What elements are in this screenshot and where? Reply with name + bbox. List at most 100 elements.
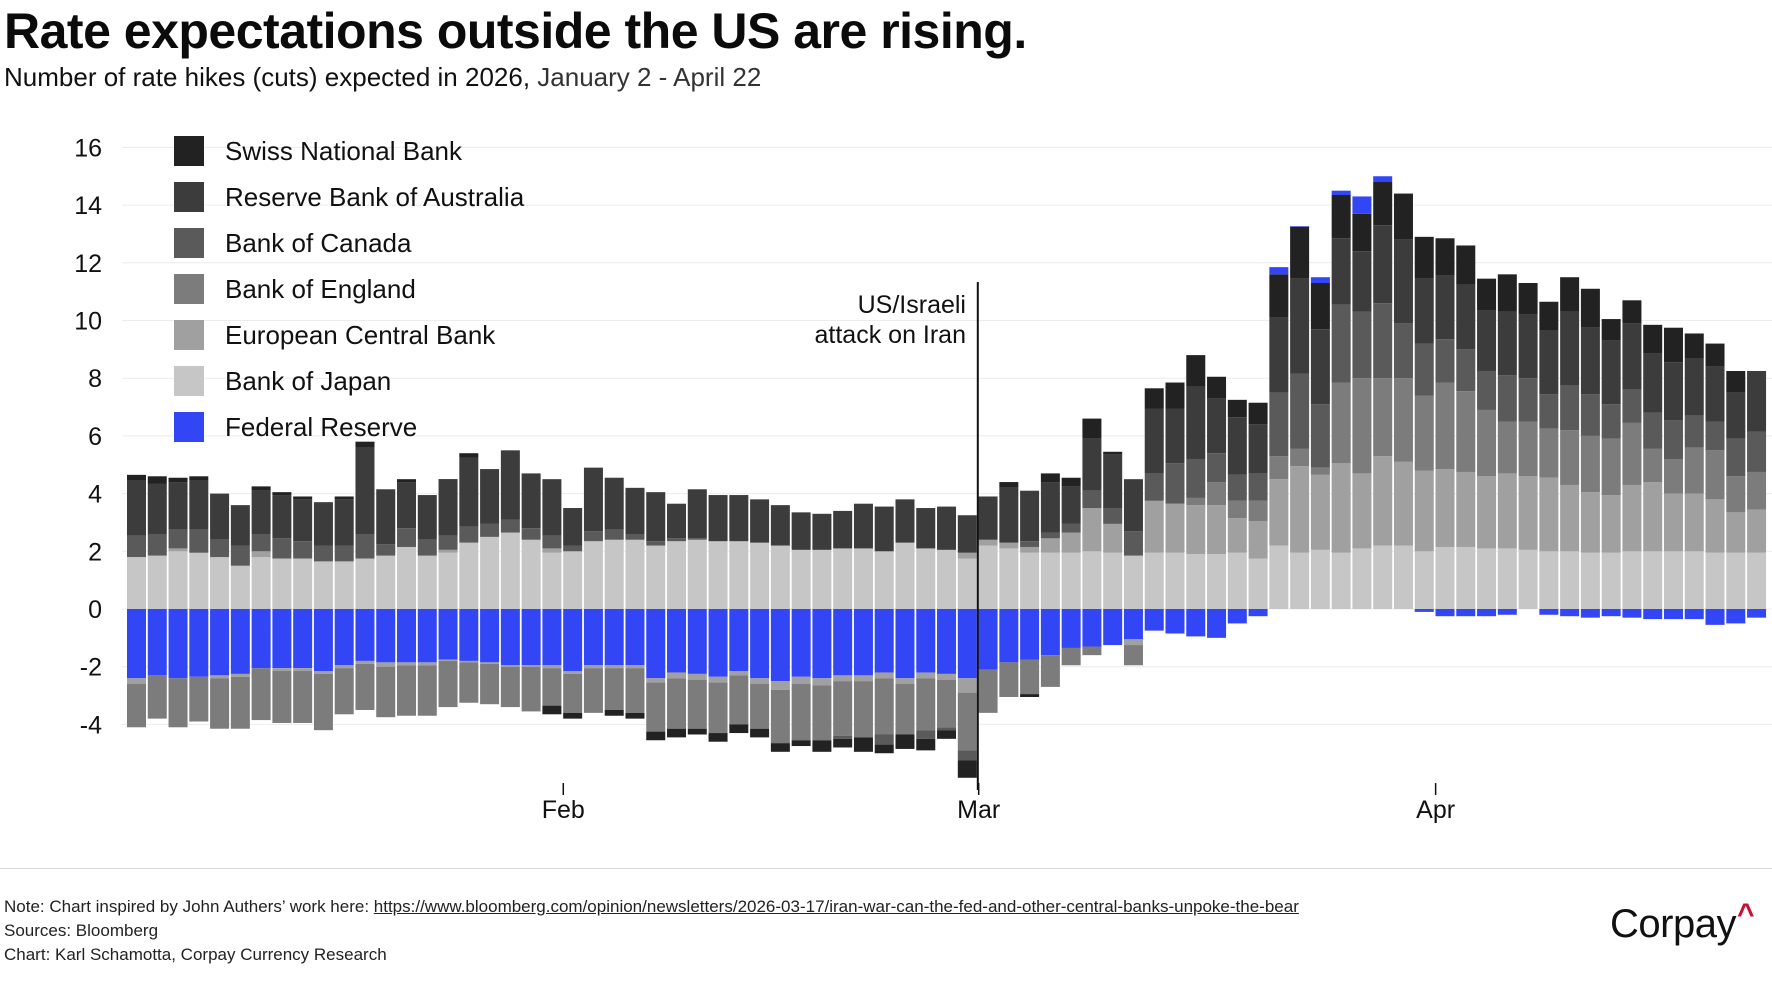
bar-swiss-national-bank — [127, 474, 146, 481]
bar-stack — [874, 506, 894, 754]
bar-reserve-bank-of-australia — [895, 499, 915, 543]
bar-stack — [521, 473, 541, 712]
bar-reserve-bank-of-australia — [563, 508, 583, 546]
bar-swiss-national-bank-negative — [542, 705, 562, 715]
bar-reserve-bank-of-australia — [812, 513, 832, 550]
bar-european-central-bank-negative — [1123, 639, 1143, 646]
bar-federal-reserve-negative — [230, 609, 250, 674]
bar-federal-reserve-negative — [791, 609, 811, 677]
bar-reserve-bank-of-australia — [1663, 362, 1683, 421]
bar-federal-reserve-negative — [874, 609, 894, 673]
bar-bank-of-england-negative — [812, 685, 832, 741]
bar-swiss-national-bank — [355, 441, 375, 448]
bar-european-central-bank — [1082, 508, 1102, 552]
bar-european-central-bank — [1020, 546, 1040, 553]
bar-bank-of-england — [1622, 422, 1642, 485]
bar-bank-of-england — [1518, 421, 1538, 477]
bar-european-central-bank — [999, 542, 1019, 549]
bar-bank-of-japan — [1580, 552, 1600, 609]
bar-reserve-bank-of-australia — [1227, 417, 1247, 475]
bar-swiss-national-bank — [1144, 388, 1164, 409]
bar-stack — [1227, 399, 1247, 624]
bar-stack — [376, 489, 396, 718]
bar-bank-of-england-negative — [687, 679, 707, 729]
bar-swiss-national-bank — [1331, 195, 1351, 239]
bar-swiss-national-bank — [1165, 382, 1185, 409]
bar-bank-of-canada — [500, 519, 520, 533]
bar-bank-of-japan — [251, 557, 271, 609]
bar-reserve-bank-of-australia — [770, 505, 790, 546]
legend-label: Bank of Canada — [225, 227, 412, 258]
bar-federal-reserve-negative — [1747, 609, 1767, 618]
bar-federal-reserve-negative — [1414, 609, 1434, 612]
bar-reserve-bank-of-australia — [251, 490, 271, 534]
bar-federal-reserve-negative — [916, 609, 936, 673]
event-annotation: US/Israeli attack on Iran — [760, 290, 966, 350]
bar-reserve-bank-of-australia — [1310, 329, 1330, 405]
bar-swiss-national-bank — [272, 492, 292, 496]
bar-bank-of-canada-negative — [937, 727, 957, 731]
bar-bank-of-canada — [1643, 412, 1663, 449]
bar-bank-of-canada — [168, 529, 188, 549]
bar-reserve-bank-of-australia — [334, 499, 354, 546]
bar-federal-reserve-negative — [1082, 609, 1102, 647]
bar-bank-of-england — [1186, 497, 1206, 506]
bar-swiss-national-bank-negative — [853, 737, 873, 752]
bar-federal-reserve-negative — [1227, 609, 1247, 624]
bar-bank-of-canada — [1061, 523, 1081, 533]
bar-bank-of-japan — [1643, 551, 1663, 609]
bar-reserve-bank-of-australia — [168, 482, 188, 530]
bar-stack — [1310, 277, 1330, 609]
bar-bank-of-england-negative — [334, 668, 354, 715]
bar-federal-reserve-negative — [1477, 609, 1497, 617]
bar-stack — [1684, 333, 1704, 620]
chart-subtitle: Number of rate hikes (cuts) expected in … — [4, 62, 761, 93]
bar-stacks — [127, 176, 1767, 778]
bar-bank-of-japan — [355, 558, 375, 609]
bar-bank-of-japan — [376, 555, 396, 609]
bar-federal-reserve-negative — [812, 609, 832, 679]
bar-bank-of-canada — [1497, 375, 1517, 422]
bar-federal-reserve-negative — [1144, 609, 1164, 631]
bar-reserve-bank-of-australia — [791, 512, 811, 550]
footer-sources: Sources: Bloomberg — [4, 921, 159, 940]
bar-reserve-bank-of-australia — [438, 480, 458, 536]
bar-european-central-bank — [1601, 495, 1621, 553]
bar-bank-of-england-negative — [127, 684, 146, 728]
bar-federal-reserve-negative — [1560, 609, 1580, 617]
bar-bank-of-england — [1643, 448, 1663, 483]
bar-bank-of-canada — [604, 529, 624, 540]
bar-bank-of-england-negative — [978, 669, 998, 713]
logo-caret-icon: ^ — [1736, 898, 1755, 931]
bar-reserve-bank-of-australia — [1643, 353, 1663, 413]
bar-reserve-bank-of-australia — [1414, 278, 1434, 344]
annotation-line-1: US/Israeli — [857, 291, 966, 319]
bar-stack — [729, 495, 749, 734]
bar-bank-of-japan — [1227, 552, 1247, 609]
x-axis: Feb Mar Apr — [542, 783, 1455, 824]
bar-bank-of-england — [1726, 476, 1746, 513]
bar-european-central-bank — [168, 548, 188, 552]
bar-swiss-national-bank — [1393, 193, 1413, 240]
y-tick-label: 12 — [74, 250, 102, 278]
bar-swiss-national-bank — [1580, 288, 1600, 328]
bar-bank-of-england-negative — [895, 684, 915, 735]
bar-bank-of-canada — [1207, 453, 1227, 483]
bar-swiss-national-bank — [1061, 477, 1081, 487]
bar-european-central-bank — [1580, 492, 1600, 553]
bar-bank-of-england-negative — [833, 681, 853, 736]
bar-reserve-bank-of-australia — [230, 505, 250, 546]
bar-reserve-bank-of-australia — [1123, 479, 1143, 532]
legend-swatch — [174, 366, 204, 396]
bar-federal-reserve-negative — [1601, 609, 1621, 617]
y-tick-label: 10 — [74, 308, 102, 336]
bar-bank-of-england-negative — [355, 663, 375, 710]
bar-stack — [417, 495, 437, 716]
bar-reserve-bank-of-australia — [1144, 408, 1164, 474]
source-link[interactable]: https://www.bloomberg.com/opinion/newsle… — [373, 897, 1299, 916]
bar-swiss-national-bank-negative — [874, 744, 894, 754]
bar-swiss-national-bank-negative — [687, 728, 707, 735]
bar-swiss-national-bank — [438, 479, 458, 481]
bar-reserve-bank-of-australia — [729, 495, 749, 542]
bar-stack — [500, 450, 520, 708]
